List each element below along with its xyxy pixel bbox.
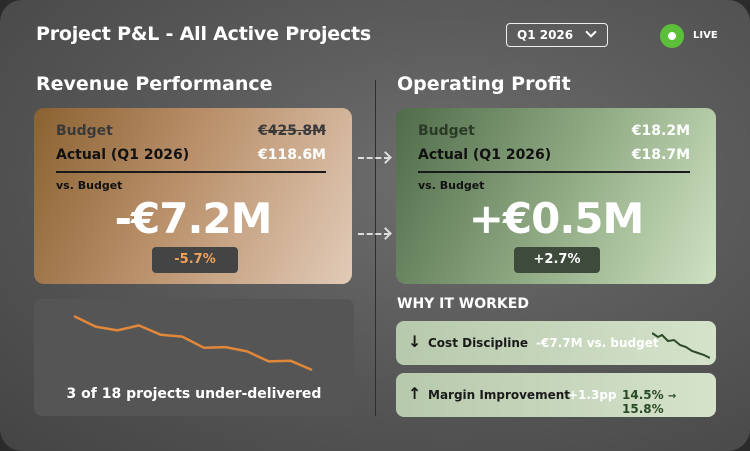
sparkline-card: 3 of 18 projects under-delivered xyxy=(34,299,354,416)
operating-divider xyxy=(418,171,690,173)
operating-actual-value: €18.7M xyxy=(631,147,690,163)
operating-actual-label: Actual (Q1 2026) xyxy=(418,147,552,163)
operating-budget-value: €18.2M xyxy=(631,123,690,139)
revenue-budget-row: Budget €425.8M xyxy=(56,123,326,139)
why-title: WHY IT WORKED xyxy=(397,296,529,312)
margin-to: 15.8% xyxy=(622,402,664,416)
revenue-card: Budget €425.8M Actual (Q1 2026) €118.6M … xyxy=(34,108,352,284)
chevron-down-icon xyxy=(585,26,597,38)
revenue-sparkline xyxy=(73,314,313,372)
period-select[interactable]: Q1 2026 xyxy=(506,23,608,47)
reason-label: Margin Improvement xyxy=(428,388,570,402)
operating-budget-label: Budget xyxy=(418,123,475,139)
operating-variance-pct-badge: +2.7% xyxy=(514,247,600,273)
revenue-actual-row: Actual (Q1 2026) €118.6M xyxy=(56,147,326,163)
operating-section-title: Operating Profit xyxy=(397,73,571,95)
revenue-budget-label: Budget xyxy=(56,123,113,139)
reason-cost-discipline[interactable]: ↓ Cost Discipline -€7.7M vs. budget xyxy=(396,321,716,365)
revenue-section-title: Revenue Performance xyxy=(36,73,273,95)
live-indicator-icon xyxy=(660,24,684,48)
revenue-actual-value: €118.6M xyxy=(258,147,326,163)
reason-label: Cost Discipline xyxy=(428,336,529,350)
arrow-up-icon: ↑ xyxy=(408,384,422,403)
revenue-actual-label: Actual (Q1 2026) xyxy=(56,147,190,163)
flow-arrow-icon xyxy=(358,157,390,159)
page-title: Project P&L - All Active Projects xyxy=(36,23,372,45)
revenue-divider xyxy=(56,171,326,173)
reason-note: -€7.7M vs. budget xyxy=(536,336,659,350)
revenue-vs-label: vs. Budget xyxy=(56,179,123,192)
cost-trend-sparkline xyxy=(652,332,710,359)
margin-from: 14.5% xyxy=(622,388,664,402)
arrow-down-icon: ↓ xyxy=(408,332,422,351)
operating-card: Budget €18.2M Actual (Q1 2026) €18.7M vs… xyxy=(396,108,716,284)
period-select-value: Q1 2026 xyxy=(517,28,574,42)
revenue-variance-pct-badge: -5.7% xyxy=(152,247,238,273)
operating-variance: +€0.5M xyxy=(468,194,645,243)
operating-actual-row: Actual (Q1 2026) €18.7M xyxy=(418,147,690,163)
flow-arrow-icon xyxy=(358,233,390,235)
operating-budget-row: Budget €18.2M xyxy=(418,123,690,139)
reason-margin-improvement[interactable]: ↑ Margin Improvement +1.3pp 14.5% → 15.8… xyxy=(396,373,716,417)
revenue-budget-value: €425.8M xyxy=(258,123,326,139)
section-divider xyxy=(375,80,376,416)
live-label: LIVE xyxy=(693,30,718,41)
sparkline-caption: 3 of 18 projects under-delivered xyxy=(66,386,322,402)
margin-change: 14.5% → 15.8% xyxy=(622,388,716,416)
operating-vs-label: vs. Budget xyxy=(418,179,485,192)
arrow-right-icon: → xyxy=(667,391,677,402)
revenue-variance: -€7.2M xyxy=(114,194,273,243)
reason-note: +1.3pp xyxy=(568,388,617,402)
